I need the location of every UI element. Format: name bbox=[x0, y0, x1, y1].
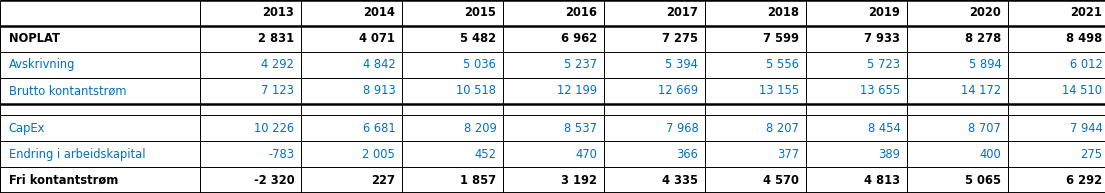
Text: 377: 377 bbox=[777, 148, 799, 161]
Text: 7 944: 7 944 bbox=[1070, 122, 1103, 135]
Text: 2014: 2014 bbox=[364, 6, 396, 19]
Text: 5 556: 5 556 bbox=[767, 58, 799, 71]
Text: 5 237: 5 237 bbox=[565, 58, 598, 71]
Text: 5 036: 5 036 bbox=[463, 58, 496, 71]
Text: 6 962: 6 962 bbox=[561, 32, 598, 45]
Text: 4 292: 4 292 bbox=[262, 58, 294, 71]
Text: Fri kontantstrøm: Fri kontantstrøm bbox=[9, 174, 118, 187]
Text: 5 723: 5 723 bbox=[867, 58, 901, 71]
Text: 7 123: 7 123 bbox=[262, 84, 294, 97]
Text: 14 172: 14 172 bbox=[961, 84, 1001, 97]
Text: 5 482: 5 482 bbox=[461, 32, 496, 45]
Text: 2018: 2018 bbox=[767, 6, 799, 19]
Text: 2020: 2020 bbox=[969, 6, 1001, 19]
Text: 2 831: 2 831 bbox=[259, 32, 294, 45]
Text: 12 199: 12 199 bbox=[557, 84, 598, 97]
Text: 400: 400 bbox=[980, 148, 1001, 161]
Text: 4 071: 4 071 bbox=[359, 32, 396, 45]
Text: -2 320: -2 320 bbox=[254, 174, 294, 187]
Text: 6 681: 6 681 bbox=[362, 122, 396, 135]
Text: 227: 227 bbox=[371, 174, 396, 187]
Text: 1 857: 1 857 bbox=[461, 174, 496, 187]
Text: 275: 275 bbox=[1081, 148, 1103, 161]
Text: 7 933: 7 933 bbox=[864, 32, 901, 45]
Text: Avskrivning: Avskrivning bbox=[9, 58, 75, 71]
Text: 470: 470 bbox=[576, 148, 598, 161]
Text: 2015: 2015 bbox=[464, 6, 496, 19]
Text: 8 537: 8 537 bbox=[565, 122, 598, 135]
Text: 2019: 2019 bbox=[869, 6, 901, 19]
Text: 452: 452 bbox=[474, 148, 496, 161]
Text: 5 894: 5 894 bbox=[969, 58, 1001, 71]
Text: 5 394: 5 394 bbox=[665, 58, 698, 71]
Text: 4 335: 4 335 bbox=[662, 174, 698, 187]
Text: 4 842: 4 842 bbox=[362, 58, 396, 71]
Text: 8 707: 8 707 bbox=[968, 122, 1001, 135]
Text: 6 292: 6 292 bbox=[1066, 174, 1103, 187]
Text: 8 207: 8 207 bbox=[767, 122, 799, 135]
Text: NOPLAT: NOPLAT bbox=[9, 32, 60, 45]
Text: 3 192: 3 192 bbox=[561, 174, 598, 187]
Text: CapEx: CapEx bbox=[9, 122, 45, 135]
Text: 2013: 2013 bbox=[263, 6, 294, 19]
Text: 8 454: 8 454 bbox=[867, 122, 901, 135]
Text: 2 005: 2 005 bbox=[362, 148, 396, 161]
Text: -783: -783 bbox=[269, 148, 294, 161]
Text: 4 813: 4 813 bbox=[864, 174, 901, 187]
Text: 366: 366 bbox=[676, 148, 698, 161]
Text: 10 226: 10 226 bbox=[254, 122, 294, 135]
Text: 8 209: 8 209 bbox=[464, 122, 496, 135]
Text: 7 599: 7 599 bbox=[764, 32, 799, 45]
Text: 7 968: 7 968 bbox=[665, 122, 698, 135]
Text: 12 669: 12 669 bbox=[659, 84, 698, 97]
Text: Brutto kontantstrøm: Brutto kontantstrøm bbox=[9, 84, 126, 97]
Text: 8 278: 8 278 bbox=[965, 32, 1001, 45]
Text: 2016: 2016 bbox=[566, 6, 598, 19]
Text: 8 913: 8 913 bbox=[362, 84, 396, 97]
Text: 8 498: 8 498 bbox=[1066, 32, 1103, 45]
Text: 13 655: 13 655 bbox=[860, 84, 901, 97]
Text: 389: 389 bbox=[878, 148, 901, 161]
Text: 4 570: 4 570 bbox=[764, 174, 799, 187]
Text: 10 518: 10 518 bbox=[456, 84, 496, 97]
Text: 2021: 2021 bbox=[1071, 6, 1103, 19]
Text: 7 275: 7 275 bbox=[662, 32, 698, 45]
Text: 6 012: 6 012 bbox=[1070, 58, 1103, 71]
Text: 13 155: 13 155 bbox=[759, 84, 799, 97]
Text: Endring i arbeidskapital: Endring i arbeidskapital bbox=[9, 148, 146, 161]
Text: 14 510: 14 510 bbox=[1062, 84, 1103, 97]
Text: 2017: 2017 bbox=[666, 6, 698, 19]
Text: 5 065: 5 065 bbox=[966, 174, 1001, 187]
